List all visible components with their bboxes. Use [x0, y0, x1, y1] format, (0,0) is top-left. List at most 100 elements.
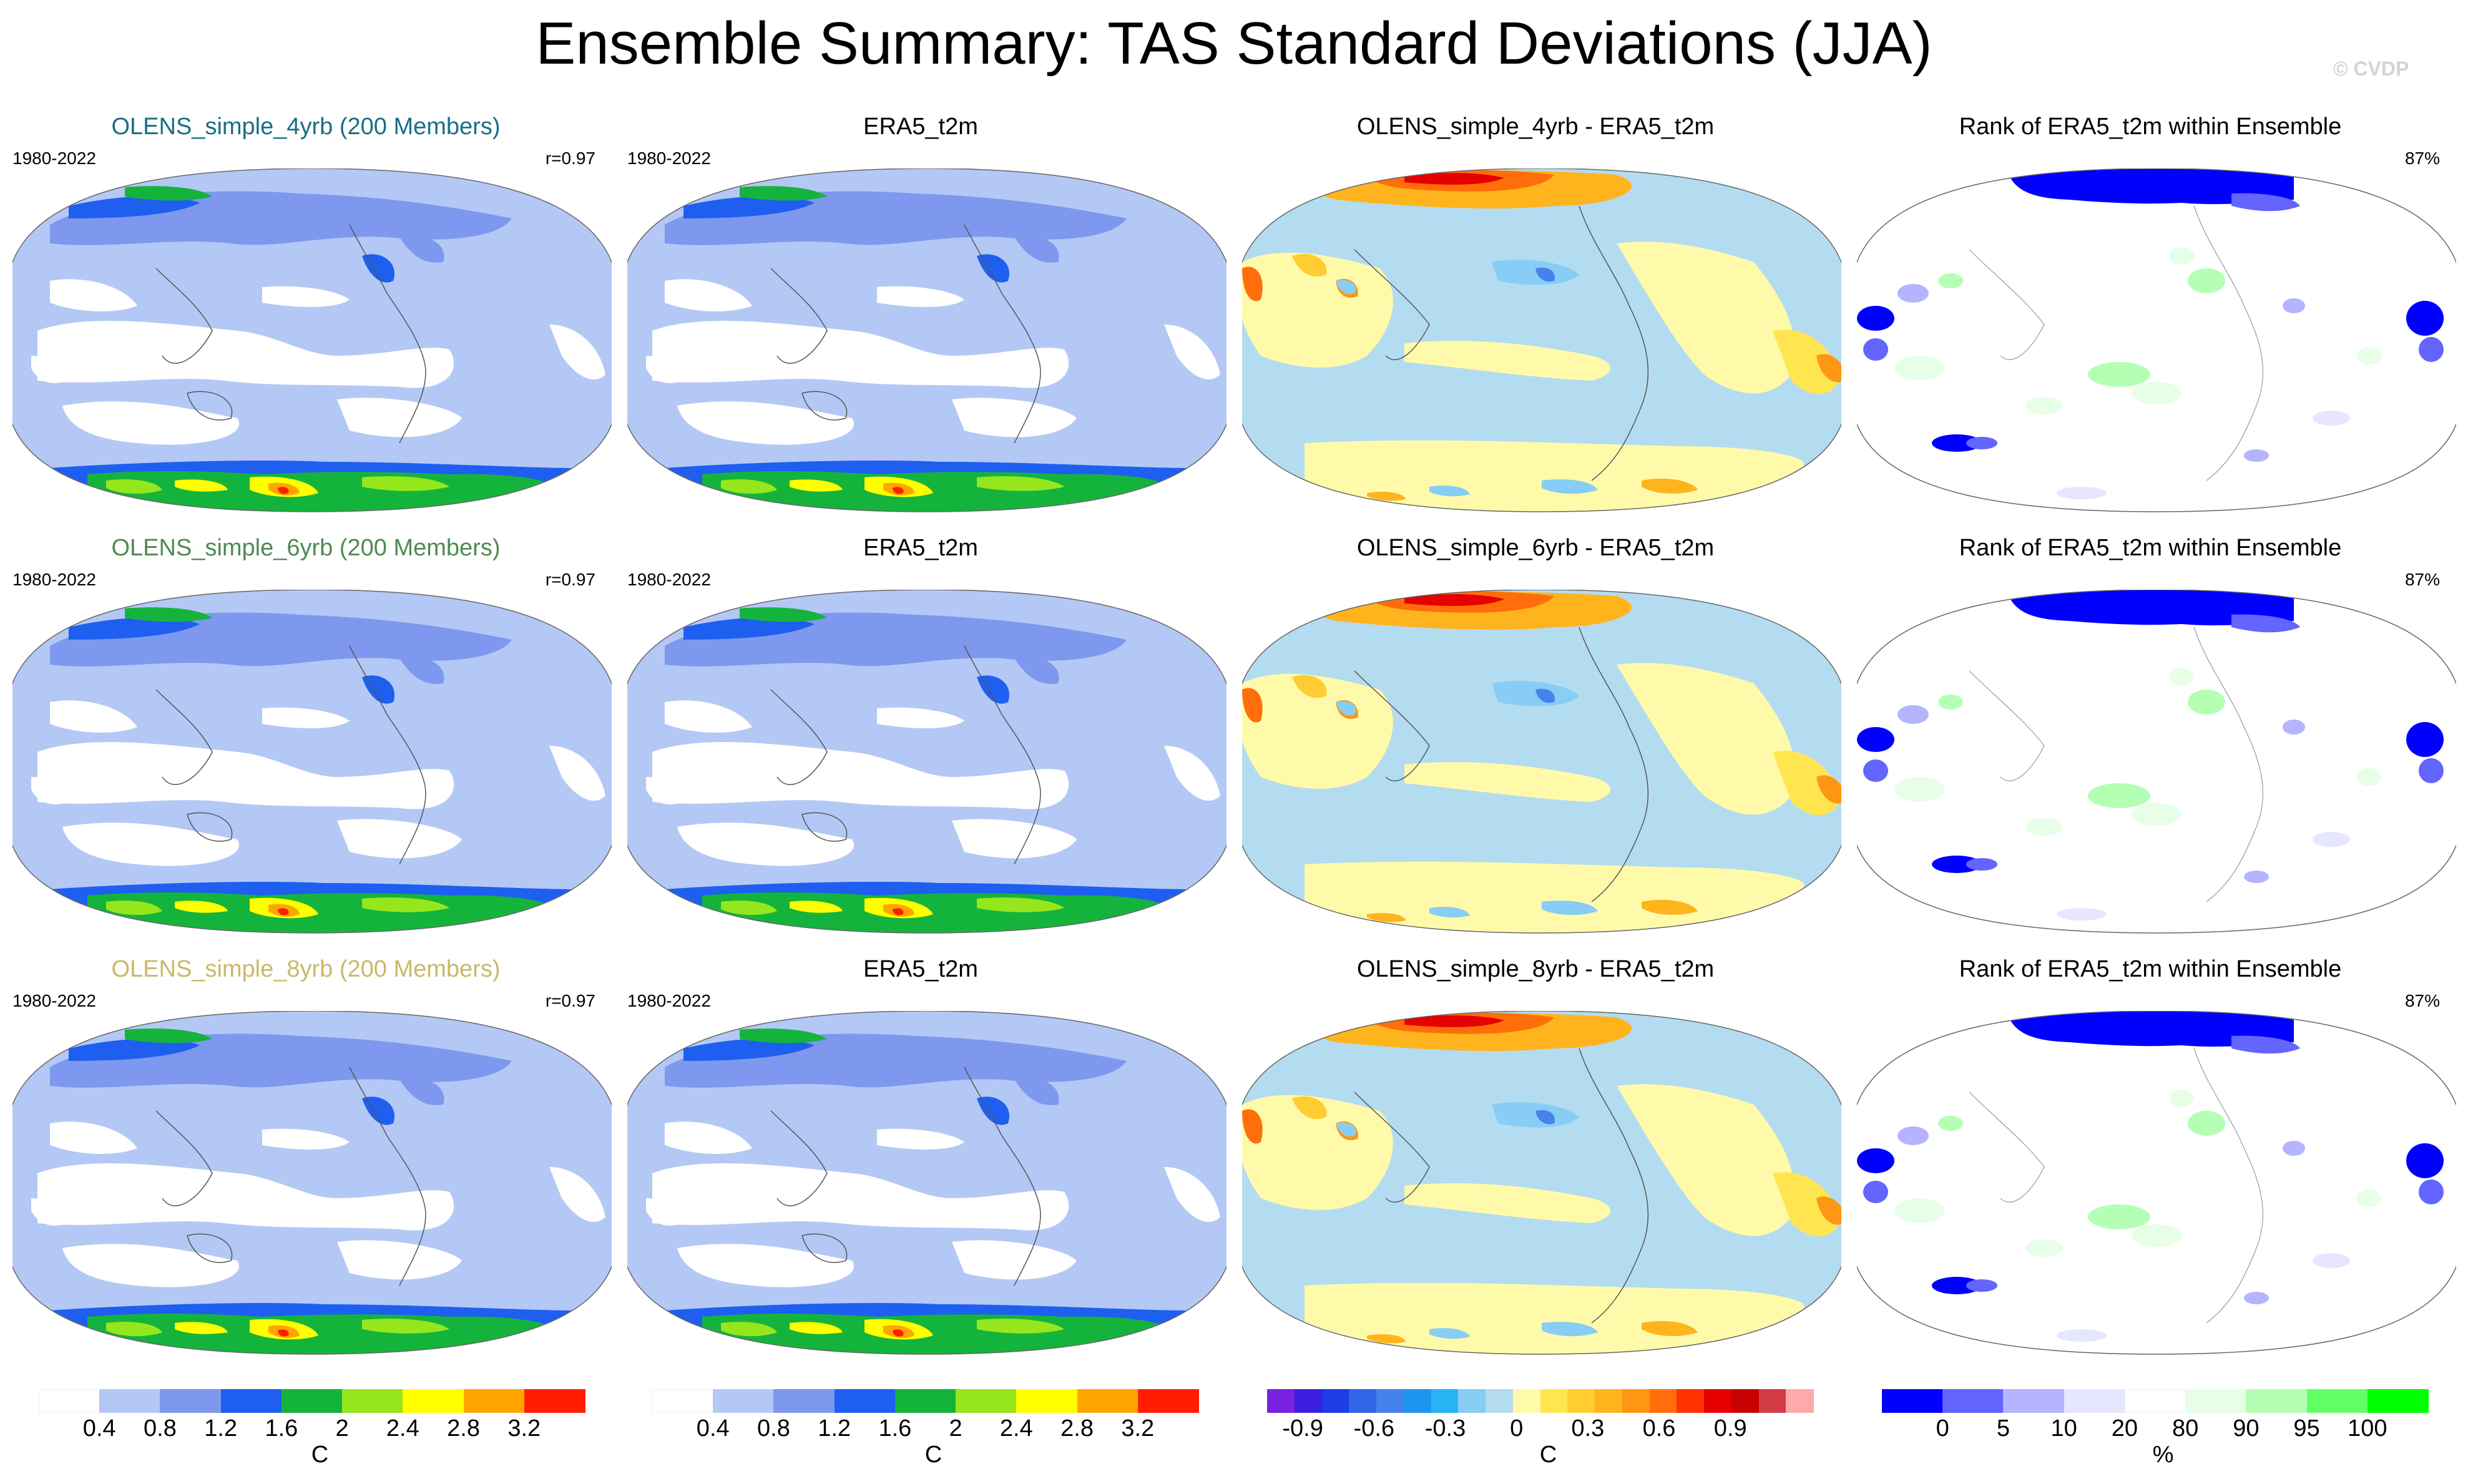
colorbar-swatch — [1458, 1389, 1486, 1413]
colorbar-unit-label: % — [2152, 1442, 2174, 1468]
rank-map — [1857, 168, 2456, 512]
colorbar-tick-label: 100 — [2348, 1415, 2387, 1442]
colorbar-tick-label: 0.3 — [1571, 1415, 1605, 1442]
colorbar-tick-label: 2.8 — [1060, 1415, 1094, 1442]
colorbar-unit-label: C — [924, 1442, 943, 1468]
colorbar-swatch — [2367, 1389, 2429, 1413]
rank-map — [1857, 590, 2456, 934]
std-map — [627, 168, 1227, 512]
colorbar-tick-label: 2.4 — [999, 1415, 1033, 1442]
colorbar-swatch — [1349, 1389, 1377, 1413]
colorbar-swatch — [1016, 1389, 1078, 1413]
colorbar-tick-label: 80 — [2172, 1415, 2199, 1442]
map-panel-r1-c2: ERA5_t2m 1980-2022 — [615, 106, 1227, 512]
map-panel-r3-c3: OLENS_simple_8yrb - ERA5_t2m — [1230, 949, 1841, 1355]
colorbar-swatch — [1077, 1389, 1139, 1413]
colorbar-unit-label: C — [1539, 1442, 1557, 1468]
correlation-label: r=0.97 — [545, 149, 595, 168]
colorbar-swatch — [1294, 1389, 1323, 1413]
colorbar-tick-label: 90 — [2233, 1415, 2260, 1442]
map-panel-r3-c4: Rank of ERA5_t2m within Ensemble 87% — [1844, 949, 2456, 1355]
colorbar-swatch — [652, 1389, 714, 1413]
map-panel-r1-c3: OLENS_simple_4yrb - ERA5_t2m — [1230, 106, 1841, 512]
colorbar-swatch — [2306, 1389, 2368, 1413]
period-label: 1980-2022 — [12, 149, 96, 168]
colorbar-swatch — [1376, 1389, 1404, 1413]
colorbar-swatch — [2185, 1389, 2247, 1413]
rank-map — [1857, 1011, 2456, 1355]
panel-title: Rank of ERA5_t2m within Ensemble — [1959, 956, 2342, 982]
colorbar-swatch — [2124, 1389, 2186, 1413]
period-label: 1980-2022 — [627, 570, 711, 589]
panel-title: OLENS_simple_8yrb - ERA5_t2m — [1356, 956, 1715, 982]
map-panel-r3-c1: OLENS_simple_8yrb (200 Members) 1980-2022… — [0, 949, 612, 1355]
std-map — [12, 1011, 612, 1355]
colorbar-swatch — [1786, 1389, 1814, 1413]
colorbar-swatch — [1758, 1389, 1787, 1413]
colorbar-swatch — [1595, 1389, 1623, 1413]
colorbar-unit-label: C — [311, 1442, 329, 1468]
colorbar-swatch — [1731, 1389, 1760, 1413]
colorbar-tick-label: 0 — [1510, 1415, 1524, 1442]
colorbar-swatch — [99, 1389, 161, 1413]
colorbar-tick-label: 2.8 — [447, 1415, 480, 1442]
map-panel-r2-c4: Rank of ERA5_t2m within Ensemble 87% — [1844, 527, 2456, 934]
panel-title: ERA5_t2m — [863, 956, 978, 982]
colorbar-swatch — [1486, 1389, 1514, 1413]
colorbar-swatch — [773, 1389, 835, 1413]
colorbar-tick-label: 10 — [2050, 1415, 2077, 1442]
std-map — [627, 590, 1227, 934]
colorbar-swatch — [1431, 1389, 1459, 1413]
colorbar-swatch — [403, 1389, 464, 1413]
colorbar-swatch — [463, 1389, 525, 1413]
colorbar-tick-label: 95 — [2293, 1415, 2320, 1442]
colorbar-tick-label: 1.2 — [818, 1415, 851, 1442]
map-panel-r3-c2: ERA5_t2m 1980-2022 — [615, 949, 1227, 1355]
period-label: 1980-2022 — [12, 570, 96, 589]
colorbar-tick-label: 2 — [335, 1415, 349, 1442]
panel-title: Rank of ERA5_t2m within Ensemble — [1959, 114, 2342, 140]
panel-title: OLENS_simple_4yrb (200 Members) — [111, 114, 501, 140]
diff-map — [1242, 590, 1841, 934]
colorbar-swatch — [1622, 1389, 1650, 1413]
colorbar-tick-label: 0.4 — [82, 1415, 116, 1442]
colorbar-swatch — [1512, 1389, 1541, 1413]
map-panel-r2-c2: ERA5_t2m 1980-2022 — [615, 527, 1227, 934]
panel-title: OLENS_simple_4yrb - ERA5_t2m — [1356, 114, 1715, 140]
colorbar-tick-label: 2.4 — [386, 1415, 419, 1442]
colorbar-tick-label: 5 — [1996, 1415, 2010, 1442]
colorbar-swatch — [2064, 1389, 2125, 1413]
std-map — [12, 590, 612, 934]
colorbar-swatch — [1403, 1389, 1432, 1413]
rank-percent-label: 87% — [2404, 149, 2440, 168]
period-label: 1980-2022 — [627, 991, 711, 1010]
std-map — [12, 168, 612, 512]
panel-title: ERA5_t2m — [863, 535, 978, 561]
colorbar-swatch — [2003, 1389, 2065, 1413]
rank-percent-label: 87% — [2404, 991, 2440, 1010]
colorbar-swatch — [39, 1389, 100, 1413]
colorbar-swatch — [1567, 1389, 1595, 1413]
colorbar-tick-label: 1.2 — [204, 1415, 238, 1442]
colorbar-swatch — [1540, 1389, 1569, 1413]
map-panel-r2-c1: OLENS_simple_6yrb (200 Members) 1980-2022… — [0, 527, 612, 934]
colorbar-swatch — [834, 1389, 896, 1413]
colorbar-swatch — [160, 1389, 222, 1413]
correlation-label: r=0.97 — [545, 991, 595, 1010]
colorbar-tick-label: -0.3 — [1424, 1415, 1466, 1442]
colorbar-swatch — [1649, 1389, 1678, 1413]
colorbar-swatch — [1267, 1389, 1295, 1413]
colorbar-tick-label: 1.6 — [878, 1415, 912, 1442]
panel-title: OLENS_simple_6yrb - ERA5_t2m — [1356, 535, 1715, 561]
colorbar-tick-label: 3.2 — [1121, 1415, 1155, 1442]
colorbar-swatch — [713, 1389, 775, 1413]
period-label: 1980-2022 — [627, 149, 711, 168]
map-panel-r1-c4: Rank of ERA5_t2m within Ensemble 87% — [1844, 106, 2456, 512]
colorbar-tick-label: 20 — [2111, 1415, 2138, 1442]
panel-title: OLENS_simple_6yrb (200 Members) — [111, 535, 501, 561]
colorbar-tick-label: 0.4 — [696, 1415, 730, 1442]
colorbar-swatch — [1942, 1389, 2004, 1413]
period-label: 1980-2022 — [12, 991, 96, 1010]
page-title: Ensemble Summary: TAS Standard Deviation… — [536, 10, 1932, 77]
colorbar-swatch — [2246, 1389, 2308, 1413]
